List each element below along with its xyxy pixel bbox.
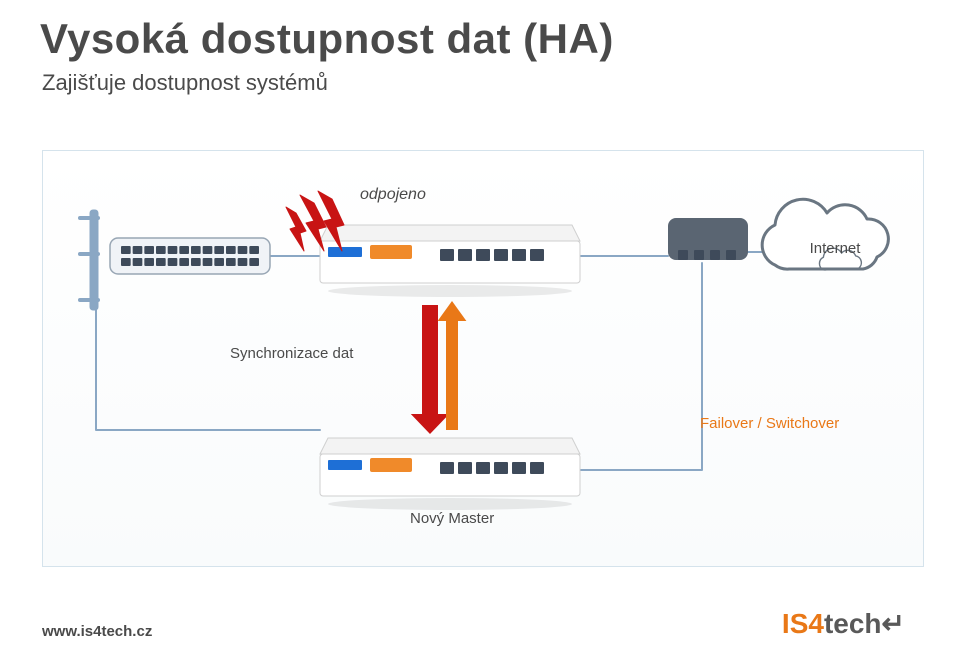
label-new-master: Nový Master — [410, 510, 494, 527]
sync-arrows — [411, 301, 467, 434]
firewall-bottom — [320, 438, 580, 510]
footer-url: www.is4tech.cz — [42, 623, 152, 640]
svg-text:Internet: Internet — [810, 240, 862, 257]
switch-icon — [110, 238, 270, 274]
logo-part-tech: tech — [824, 608, 882, 639]
diagram-svg: Internet — [0, 0, 960, 658]
label-sync: Synchronizace dat — [230, 345, 353, 362]
label-failover: Failover / Switchover — [700, 415, 839, 432]
internet-cloud: Internet — [762, 199, 888, 270]
firewall-top — [320, 225, 580, 297]
modem-icon — [668, 218, 748, 260]
slide-stage: { "title": { "text": "Vysoká dostupnost … — [0, 0, 960, 658]
logo-arrow-icon: ↵ — [882, 608, 905, 639]
logo-part-is4: IS4 — [782, 608, 824, 639]
label-disconnected: odpojeno — [360, 186, 426, 204]
footer-logo: IS4tech↵ — [782, 607, 905, 640]
